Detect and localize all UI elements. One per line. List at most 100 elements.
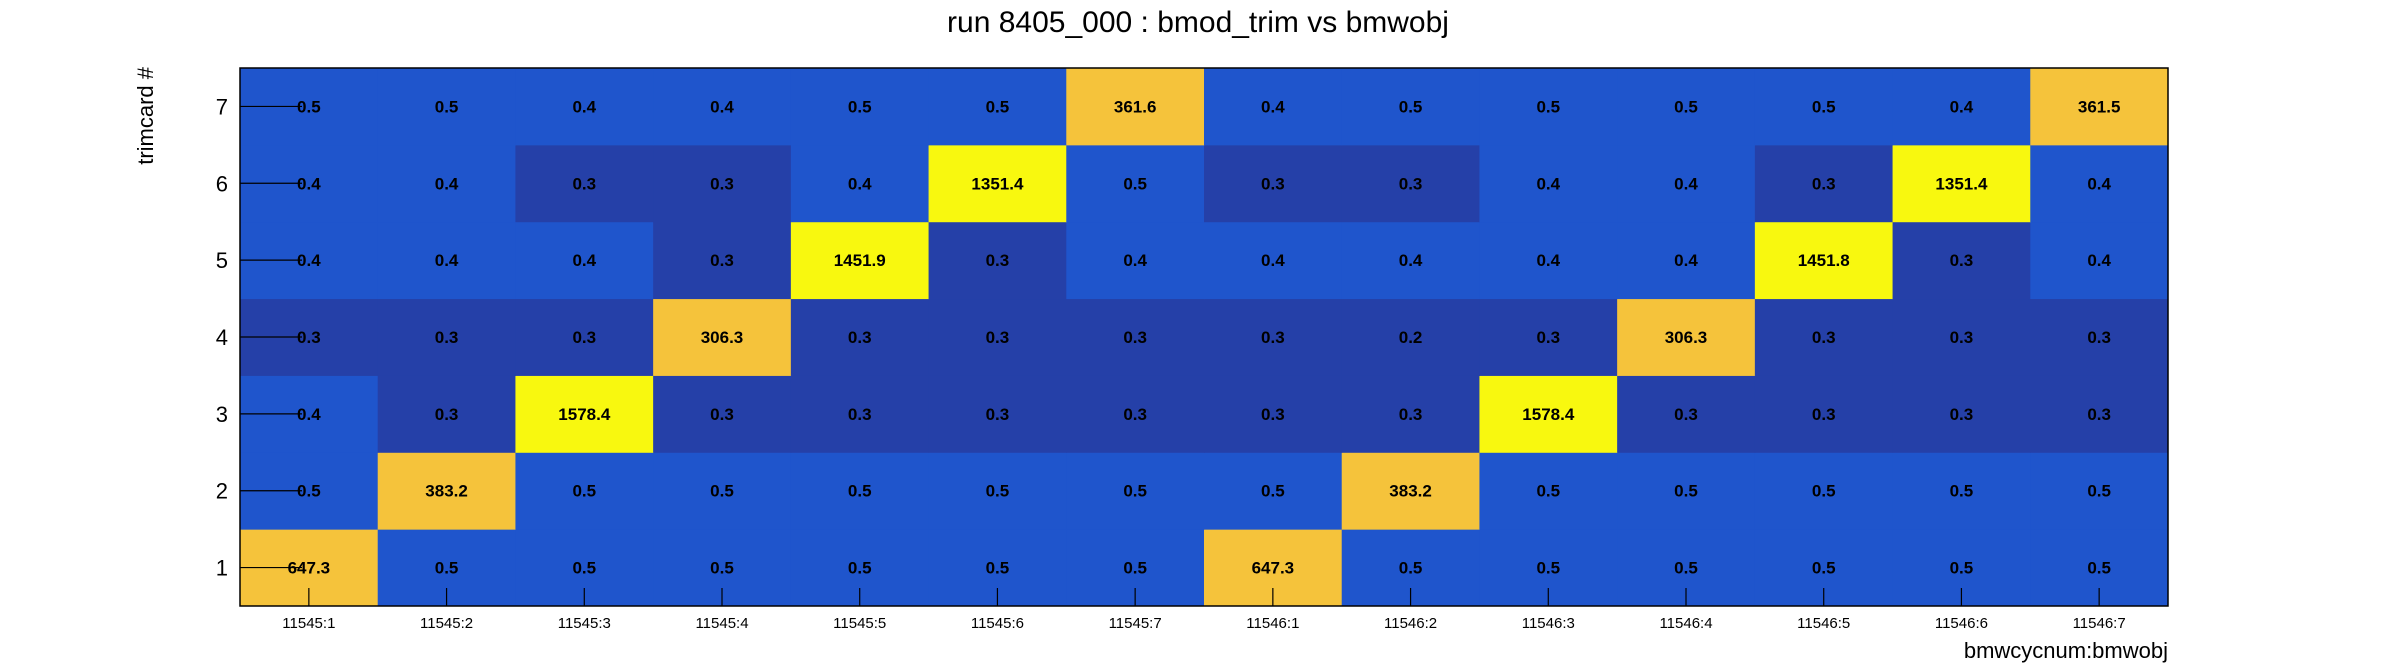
cell-value-label: 0.3 xyxy=(710,174,734,193)
cell-value-label: 0.5 xyxy=(710,482,734,501)
heatmap-cell xyxy=(1204,298,1343,376)
cell-value-label: 0.3 xyxy=(1399,174,1423,193)
heatmap-cell xyxy=(377,68,516,146)
cell-value-label: 0.5 xyxy=(297,482,321,501)
cell-value-label: 0.5 xyxy=(1399,559,1423,578)
cell-value-label: 0.4 xyxy=(297,174,321,193)
cell-value-label: 0.5 xyxy=(1674,559,1698,578)
x-tick-label: 11545:6 xyxy=(971,615,1024,632)
x-tick-label: 11545:1 xyxy=(282,615,335,632)
heatmap-cell xyxy=(1754,298,1894,376)
heatmap-cell xyxy=(2030,298,2169,376)
heatmap-cell xyxy=(1892,221,2031,300)
heatmap-cell xyxy=(653,221,792,300)
heatmap-cell xyxy=(1617,68,1756,146)
heatmap-cell xyxy=(377,144,516,223)
cell-value-label: 0.5 xyxy=(1399,97,1423,116)
cell-value-label: 0.4 xyxy=(1123,251,1147,270)
y-tick-label: 2 xyxy=(216,479,228,504)
heatmap-cell xyxy=(1892,68,2031,146)
cell-value-label: 0.4 xyxy=(572,251,596,270)
x-tick-label: 11545:3 xyxy=(558,615,611,632)
heatmap-cell xyxy=(1479,221,1618,300)
heatmap-cell xyxy=(1479,298,1618,376)
cell-value-label: 0.5 xyxy=(848,559,872,578)
cell-value-label: 0.3 xyxy=(1950,328,1974,347)
cell-value-label: 0.4 xyxy=(2087,174,2111,193)
heatmap-cell xyxy=(1204,221,1343,300)
cell-value-label: 0.5 xyxy=(1123,482,1147,501)
heatmap-cell xyxy=(377,298,516,376)
heatmap-cell xyxy=(1066,68,1205,146)
heatmap-cell xyxy=(1754,375,1894,453)
cell-value-label: 361.6 xyxy=(1114,97,1157,116)
cell-value-label: 0.3 xyxy=(710,251,734,270)
cell-value-label: 0.3 xyxy=(1399,405,1423,424)
cell-value-label: 0.5 xyxy=(986,559,1010,578)
cell-value-label: 0.4 xyxy=(572,97,596,116)
x-tick-label: 11546:1 xyxy=(1246,615,1299,632)
heatmap-cell xyxy=(1066,144,1205,223)
x-axis-label: bmwcycnum:bmwobj xyxy=(1964,638,2168,663)
cell-value-label: 0.3 xyxy=(1812,405,1836,424)
cell-value-label: 0.3 xyxy=(1812,174,1836,193)
heatmap-cell xyxy=(1341,375,1480,453)
cell-value-label: 0.3 xyxy=(2087,405,2111,424)
cell-value-label: 0.4 xyxy=(848,174,872,193)
cell-value-label: 0.5 xyxy=(1812,559,1836,578)
cell-value-label: 0.5 xyxy=(2087,559,2111,578)
cell-value-label: 1451.9 xyxy=(834,251,886,270)
heatmap-cell xyxy=(1617,452,1756,530)
cell-value-label: 0.3 xyxy=(297,328,321,347)
heatmap-cell xyxy=(377,452,516,530)
cell-value-label: 0.5 xyxy=(2087,482,2111,501)
heatmap-cell xyxy=(1754,144,1894,223)
heatmap-cell xyxy=(1341,68,1480,146)
cell-value-label: 0.5 xyxy=(1123,559,1147,578)
cell-value-label: 0.3 xyxy=(1812,328,1836,347)
cell-value-label: 0.5 xyxy=(986,97,1010,116)
heatmap-cell xyxy=(928,298,1067,376)
heatmap-cell xyxy=(790,144,930,223)
heatmap-cell xyxy=(1341,298,1480,376)
heatmap-cell xyxy=(2030,452,2169,530)
heatmap-cell xyxy=(790,68,930,146)
heatmap-cell xyxy=(1892,375,2031,453)
heatmap-cell xyxy=(1066,221,1205,300)
cell-value-label: 1351.4 xyxy=(971,174,1024,193)
heatmap-cell xyxy=(653,375,792,453)
cell-value-label: 0.3 xyxy=(1950,251,1974,270)
y-tick-label: 7 xyxy=(216,94,228,119)
cell-value-label: 0.4 xyxy=(1674,251,1698,270)
cell-value-label: 383.2 xyxy=(425,482,468,501)
heatmap-cell xyxy=(2030,144,2169,223)
heatmap-cell xyxy=(653,68,792,146)
x-tick-label: 11545:7 xyxy=(1109,615,1162,632)
heatmap-cell xyxy=(1754,221,1894,300)
cell-value-label: 0.4 xyxy=(297,405,321,424)
cell-value-label: 0.3 xyxy=(710,405,734,424)
cell-value-label: 0.3 xyxy=(435,405,459,424)
cell-value-label: 0.3 xyxy=(1536,328,1560,347)
cell-value-label: 0.5 xyxy=(1536,482,1560,501)
heatmap-cell xyxy=(790,375,930,453)
cell-value-label: 0.3 xyxy=(986,405,1010,424)
cell-value-label: 361.5 xyxy=(2078,97,2121,116)
cell-value-label: 0.5 xyxy=(1950,559,1974,578)
heatmap-cell xyxy=(515,221,654,300)
cell-value-label: 0.5 xyxy=(1123,174,1147,193)
cell-value-label: 647.3 xyxy=(288,559,331,578)
x-tick-label: 11546:2 xyxy=(1384,615,1437,632)
x-tick-label: 11546:3 xyxy=(1522,615,1575,632)
heatmap-cell xyxy=(1479,452,1618,530)
cell-value-label: 0.5 xyxy=(435,97,459,116)
cell-value-label: 0.5 xyxy=(1950,482,1974,501)
heatmap-cell xyxy=(790,221,930,300)
cell-value-label: 0.5 xyxy=(1536,97,1560,116)
cell-value-label: 647.3 xyxy=(1252,559,1295,578)
cell-value-label: 1578.4 xyxy=(1522,405,1575,424)
heatmap-cell xyxy=(790,452,930,530)
cell-value-label: 0.4 xyxy=(710,97,734,116)
y-tick-label: 6 xyxy=(216,171,228,196)
